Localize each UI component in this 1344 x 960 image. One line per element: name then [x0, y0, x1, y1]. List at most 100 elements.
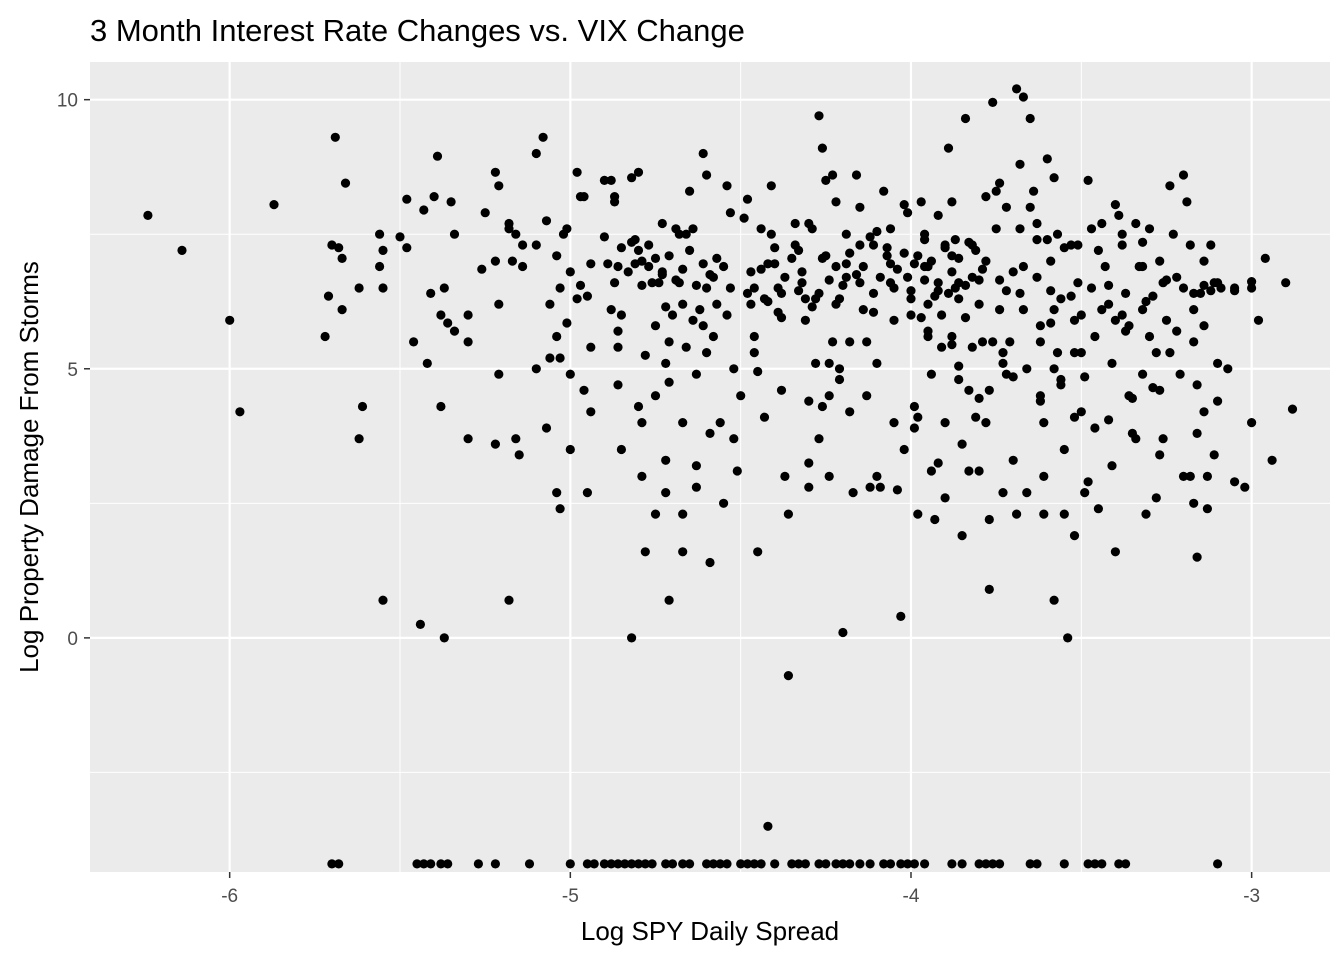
- data-point-132: [705, 428, 715, 438]
- data-point-503: [875, 272, 885, 282]
- data-point-504: [882, 243, 892, 253]
- y-tick-label-2: 10: [57, 91, 78, 112]
- data-point-379: [1069, 348, 1080, 358]
- data-point-80: [606, 175, 616, 185]
- data-point-214: [896, 611, 906, 622]
- data-point-148: [746, 299, 756, 309]
- data-point-344: [1213, 358, 1223, 368]
- data-point-295: [1076, 348, 1086, 358]
- data-point-484: [763, 259, 773, 269]
- data-point-521: [712, 253, 722, 263]
- data-point-220: [909, 401, 920, 412]
- data-point-551: [599, 859, 610, 869]
- data-point-432: [1138, 237, 1148, 247]
- data-point-500: [858, 305, 868, 315]
- data-point-106: [661, 302, 671, 312]
- data-point-459: [749, 348, 759, 358]
- data-point-88: [616, 444, 627, 455]
- chart-title: 3 Month Interest Rate Changes vs. VIX Ch…: [90, 13, 745, 48]
- data-point-543: [436, 859, 446, 869]
- data-point-390: [1121, 288, 1131, 298]
- data-point-399: [1155, 256, 1165, 266]
- data-point-396: [1144, 331, 1155, 342]
- data-point-519: [981, 256, 991, 266]
- data-point-595: [1032, 859, 1042, 869]
- data-point-318: [1138, 305, 1148, 315]
- data-point-142: [729, 434, 739, 444]
- data-point-416: [1192, 380, 1202, 390]
- data-point-325: [1158, 434, 1168, 444]
- data-point-408: [1223, 364, 1233, 374]
- data-point-300: [1086, 283, 1097, 293]
- data-point-462: [708, 331, 719, 342]
- data-point-598: [1090, 859, 1100, 869]
- data-point-558: [647, 859, 657, 869]
- data-point-308: [1107, 461, 1117, 471]
- data-point-284: [1049, 364, 1059, 374]
- data-point-267: [1015, 159, 1025, 169]
- data-point-542: [426, 859, 436, 869]
- data-point-335: [1189, 305, 1199, 315]
- data-point-537: [603, 259, 613, 269]
- data-point-437: [1035, 391, 1045, 401]
- data-point-323: [1151, 348, 1161, 358]
- data-point-98: [640, 547, 650, 557]
- data-point-15: [354, 434, 364, 444]
- data-point-376: [1056, 374, 1066, 385]
- data-point-282: [1046, 286, 1056, 296]
- data-point-129: [702, 283, 712, 293]
- data-point-7: [334, 243, 344, 253]
- data-point-252: [981, 418, 991, 428]
- data-point-377: [1059, 243, 1069, 253]
- y-axis-ticks: 0 5 10: [57, 91, 90, 650]
- data-point-149: [749, 331, 759, 342]
- data-point-562: [685, 859, 695, 869]
- data-point-217: [903, 272, 913, 282]
- data-point-353: [947, 331, 957, 342]
- data-point-571: [770, 859, 780, 869]
- data-point-111: [661, 488, 671, 498]
- data-point-530: [650, 253, 661, 263]
- data-point-455: [804, 458, 814, 468]
- data-point-464: [681, 229, 691, 239]
- data-point-548: [565, 859, 575, 869]
- data-point-354: [950, 235, 960, 245]
- data-point-516: [960, 280, 971, 290]
- data-point-279: [1039, 471, 1049, 481]
- data-point-493: [814, 288, 824, 298]
- data-point-525: [685, 245, 695, 255]
- data-point-320: [1141, 509, 1151, 519]
- data-point-74: [582, 291, 593, 301]
- data-point-85: [616, 310, 627, 320]
- y-axis-title: Log Property Damage From Storms: [14, 261, 44, 673]
- data-point-86: [613, 342, 623, 352]
- data-point-448: [899, 444, 909, 455]
- data-point-108: [661, 358, 671, 368]
- data-point-109: [664, 377, 674, 387]
- data-point-257: [995, 275, 1005, 285]
- data-point-552: [606, 859, 616, 869]
- data-point-30: [432, 151, 443, 161]
- data-point-386: [1104, 280, 1114, 290]
- data-point-107: [664, 337, 674, 347]
- data-point-240: [954, 294, 964, 304]
- data-point-192: [845, 337, 855, 347]
- data-point-183: [828, 170, 838, 180]
- data-point-269: [1018, 261, 1028, 272]
- data-point-511: [926, 256, 937, 266]
- data-point-249: [974, 466, 984, 476]
- data-point-44: [494, 369, 504, 379]
- data-point-260: [998, 488, 1008, 498]
- data-point-248: [971, 412, 981, 422]
- data-point-128: [702, 170, 712, 180]
- data-point-59: [552, 251, 562, 261]
- data-point-40: [480, 208, 490, 218]
- data-point-114: [674, 229, 684, 239]
- data-point-78: [586, 407, 596, 417]
- data-point-233: [937, 342, 947, 352]
- data-point-452: [841, 259, 851, 269]
- data-point-599: [1097, 859, 1107, 869]
- data-point-327: [1165, 181, 1175, 191]
- data-point-95: [633, 401, 644, 412]
- data-point-99: [644, 240, 654, 250]
